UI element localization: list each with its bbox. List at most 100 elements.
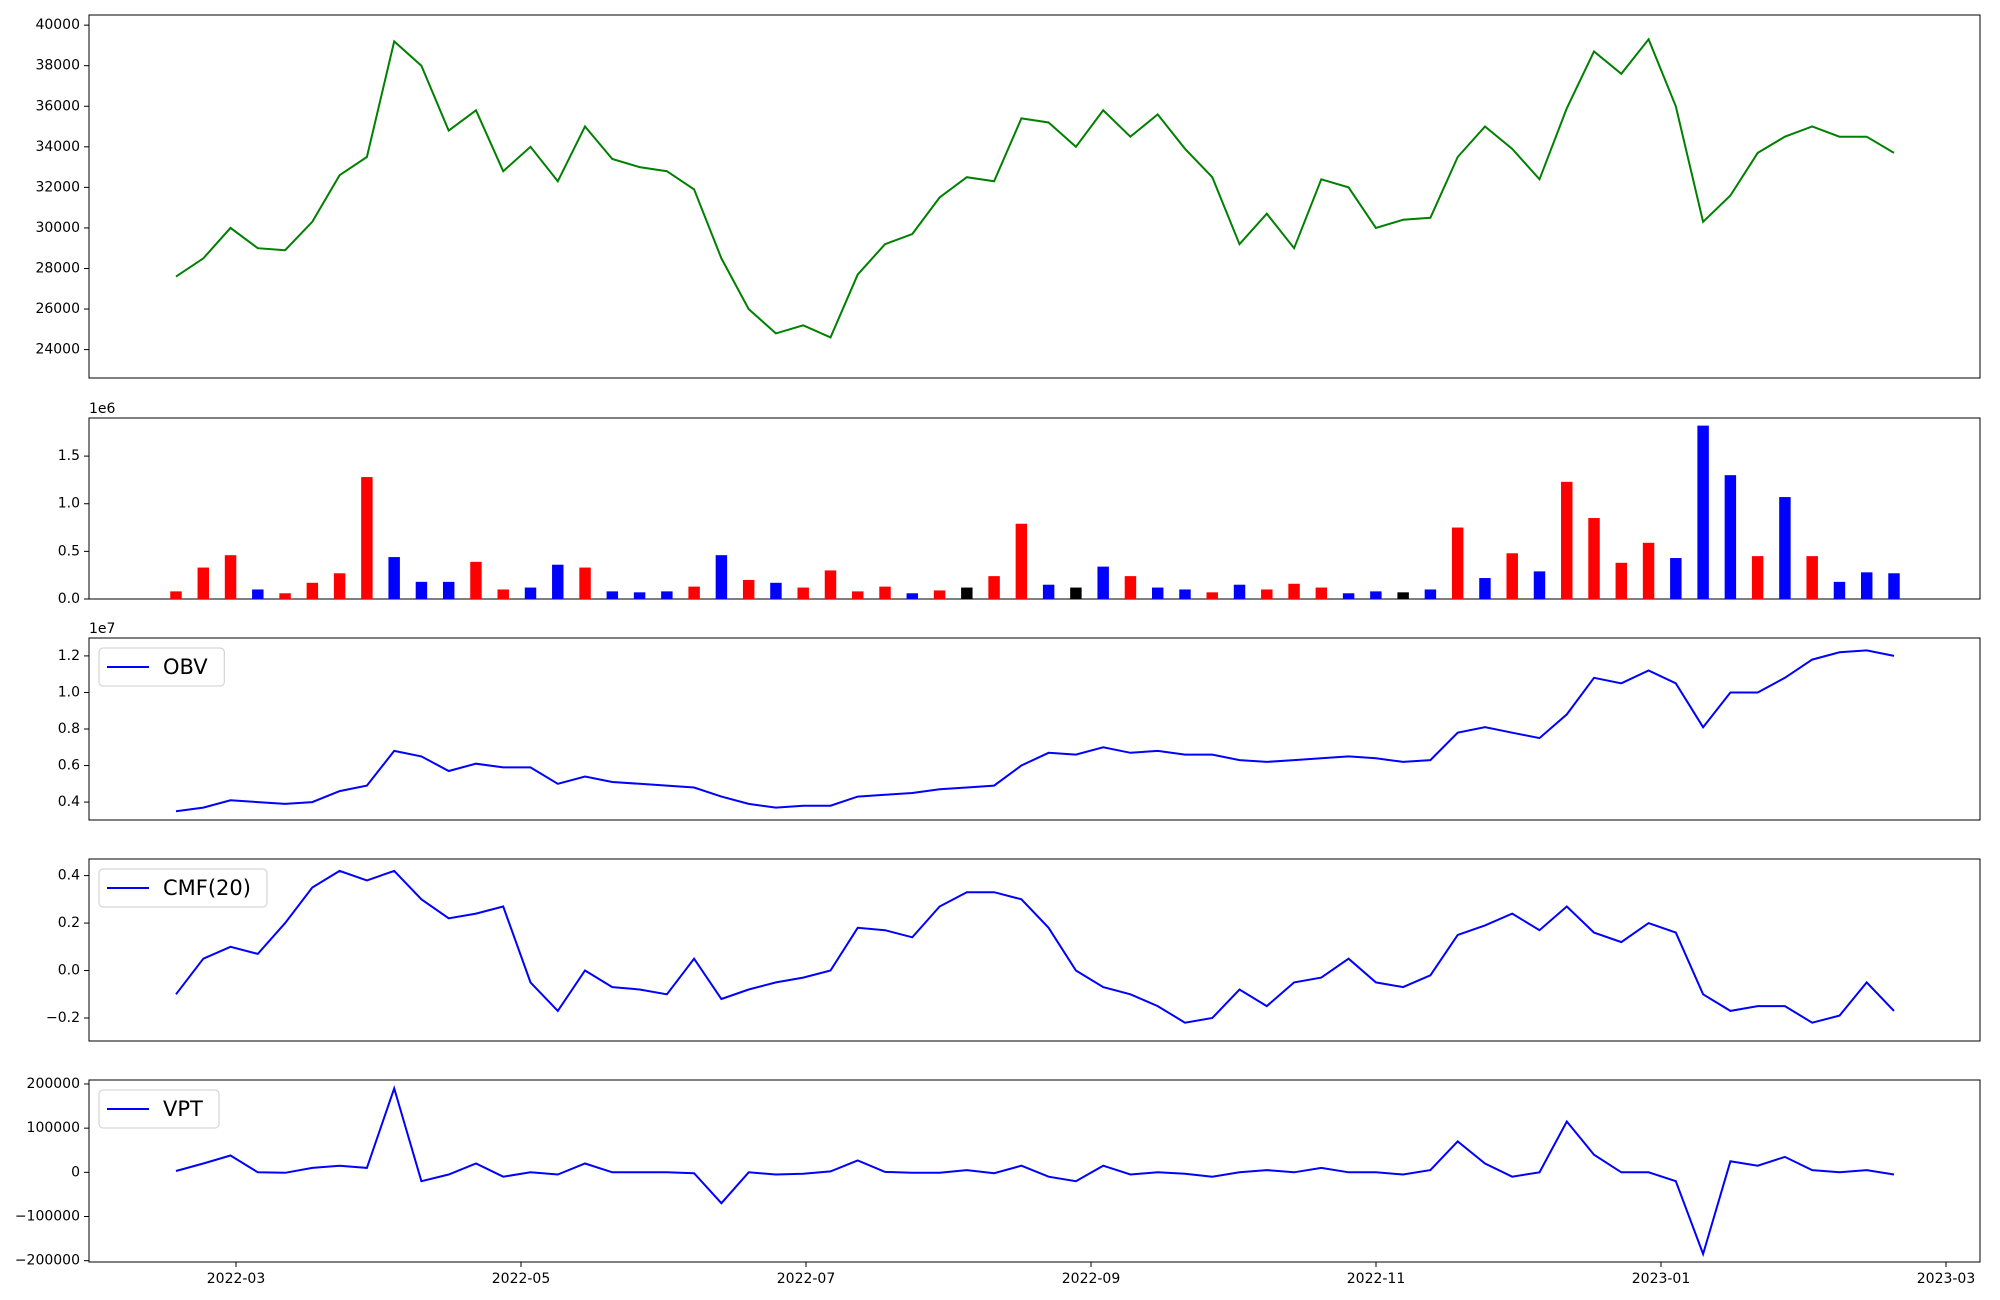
bar <box>1315 587 1328 599</box>
bar <box>252 589 264 599</box>
bar <box>1233 584 1246 599</box>
plot-frame <box>88 14 1981 379</box>
bar <box>1070 587 1082 599</box>
bar <box>279 593 291 599</box>
bar <box>1451 527 1464 599</box>
bar <box>852 591 864 599</box>
y-tick-label: −200000 <box>15 1253 80 1269</box>
y-tick-label: 0.4 <box>58 794 80 810</box>
bar <box>1342 593 1355 599</box>
bar <box>1779 497 1791 599</box>
y-tick-label: 34000 <box>35 139 80 155</box>
y-tick-label: 24000 <box>35 342 80 358</box>
bar <box>1861 572 1873 599</box>
legend-box <box>98 647 225 687</box>
bar <box>906 593 919 599</box>
bar <box>224 555 237 599</box>
x-tick-label: 2022-07 <box>777 1271 836 1287</box>
bar <box>606 591 619 599</box>
y-tick-label: 0.0 <box>58 591 80 607</box>
bar <box>1724 475 1737 599</box>
y-tick-label: 1.0 <box>58 684 80 700</box>
bar <box>1642 542 1655 599</box>
bar <box>1015 523 1028 599</box>
bar <box>879 586 891 599</box>
bar <box>333 573 346 599</box>
bar <box>579 567 591 599</box>
line <box>175 1085 1895 1258</box>
bar <box>361 477 373 599</box>
y-tick-label: 200000 <box>27 1076 80 1092</box>
legend-label: VPT <box>163 1097 203 1121</box>
bar <box>1261 589 1273 599</box>
bar <box>661 591 673 599</box>
y-tick-label: 38000 <box>35 58 80 74</box>
bar <box>797 587 809 599</box>
bar <box>1806 556 1818 599</box>
y-tick-label: 100000 <box>27 1120 80 1136</box>
plot-frame <box>88 1079 1981 1263</box>
x-tick-label: 2023-03 <box>1917 1271 1976 1287</box>
x-tick-label: 2022-09 <box>1062 1271 1121 1287</box>
bar <box>1751 556 1764 599</box>
bar <box>824 570 837 599</box>
bar <box>1888 573 1900 599</box>
y-tick-label: 0 <box>71 1164 80 1180</box>
bar <box>1124 576 1137 599</box>
y-tick-label: −0.2 <box>46 1010 80 1026</box>
bar <box>988 576 1000 599</box>
bar <box>1397 592 1409 599</box>
bar <box>715 555 728 599</box>
bar <box>1151 587 1164 599</box>
y-tick-label: 0.2 <box>58 915 80 931</box>
bar <box>1097 566 1109 599</box>
bar <box>933 590 946 599</box>
bar <box>961 587 973 599</box>
bar <box>1479 578 1491 599</box>
axis-offset-label: 1e7 <box>89 621 115 637</box>
bar <box>1833 581 1846 599</box>
y-tick-label: 1.2 <box>58 648 80 664</box>
x-tick-label: 2023-01 <box>1632 1271 1691 1287</box>
y-tick-label: 26000 <box>35 301 80 317</box>
bar <box>497 589 509 599</box>
y-tick-label: 36000 <box>35 98 80 114</box>
bar <box>1179 589 1191 599</box>
bar <box>1670 558 1682 599</box>
plot-frame <box>88 858 1981 1042</box>
y-tick-label: 0.0 <box>58 963 80 979</box>
bar <box>1370 591 1382 599</box>
y-tick-label: 32000 <box>35 179 80 195</box>
y-tick-label: 40000 <box>35 17 80 33</box>
legend-box <box>98 868 268 908</box>
bar <box>633 592 646 599</box>
bar <box>170 591 182 599</box>
legend-label: OBV <box>163 655 208 679</box>
bar <box>688 586 700 599</box>
bar <box>1697 425 1709 599</box>
bar <box>415 581 428 599</box>
bar <box>552 564 564 599</box>
legend-box <box>98 1089 220 1129</box>
bar <box>1288 583 1300 599</box>
axis-offset-label: 1e6 <box>89 401 116 417</box>
bar <box>442 581 455 599</box>
line <box>175 869 1895 1024</box>
y-tick-label: 1.0 <box>58 496 80 512</box>
bar <box>742 579 755 599</box>
bar <box>1561 481 1573 599</box>
y-tick-label: 28000 <box>35 260 80 276</box>
x-tick-label: 2022-03 <box>207 1271 266 1287</box>
bar <box>1424 589 1437 599</box>
x-tick-label: 2022-11 <box>1347 1271 1406 1287</box>
x-tick-label: 2022-05 <box>492 1271 551 1287</box>
y-tick-label: 0.8 <box>58 721 80 737</box>
plot-frame <box>88 417 1981 600</box>
bar <box>306 582 319 599</box>
legend-label: CMF(20) <box>163 876 251 900</box>
bar <box>1615 562 1628 599</box>
bar <box>1206 592 1218 599</box>
bar <box>1533 571 1546 599</box>
y-tick-label: 30000 <box>35 220 80 236</box>
y-tick-label: 0.6 <box>58 758 80 774</box>
